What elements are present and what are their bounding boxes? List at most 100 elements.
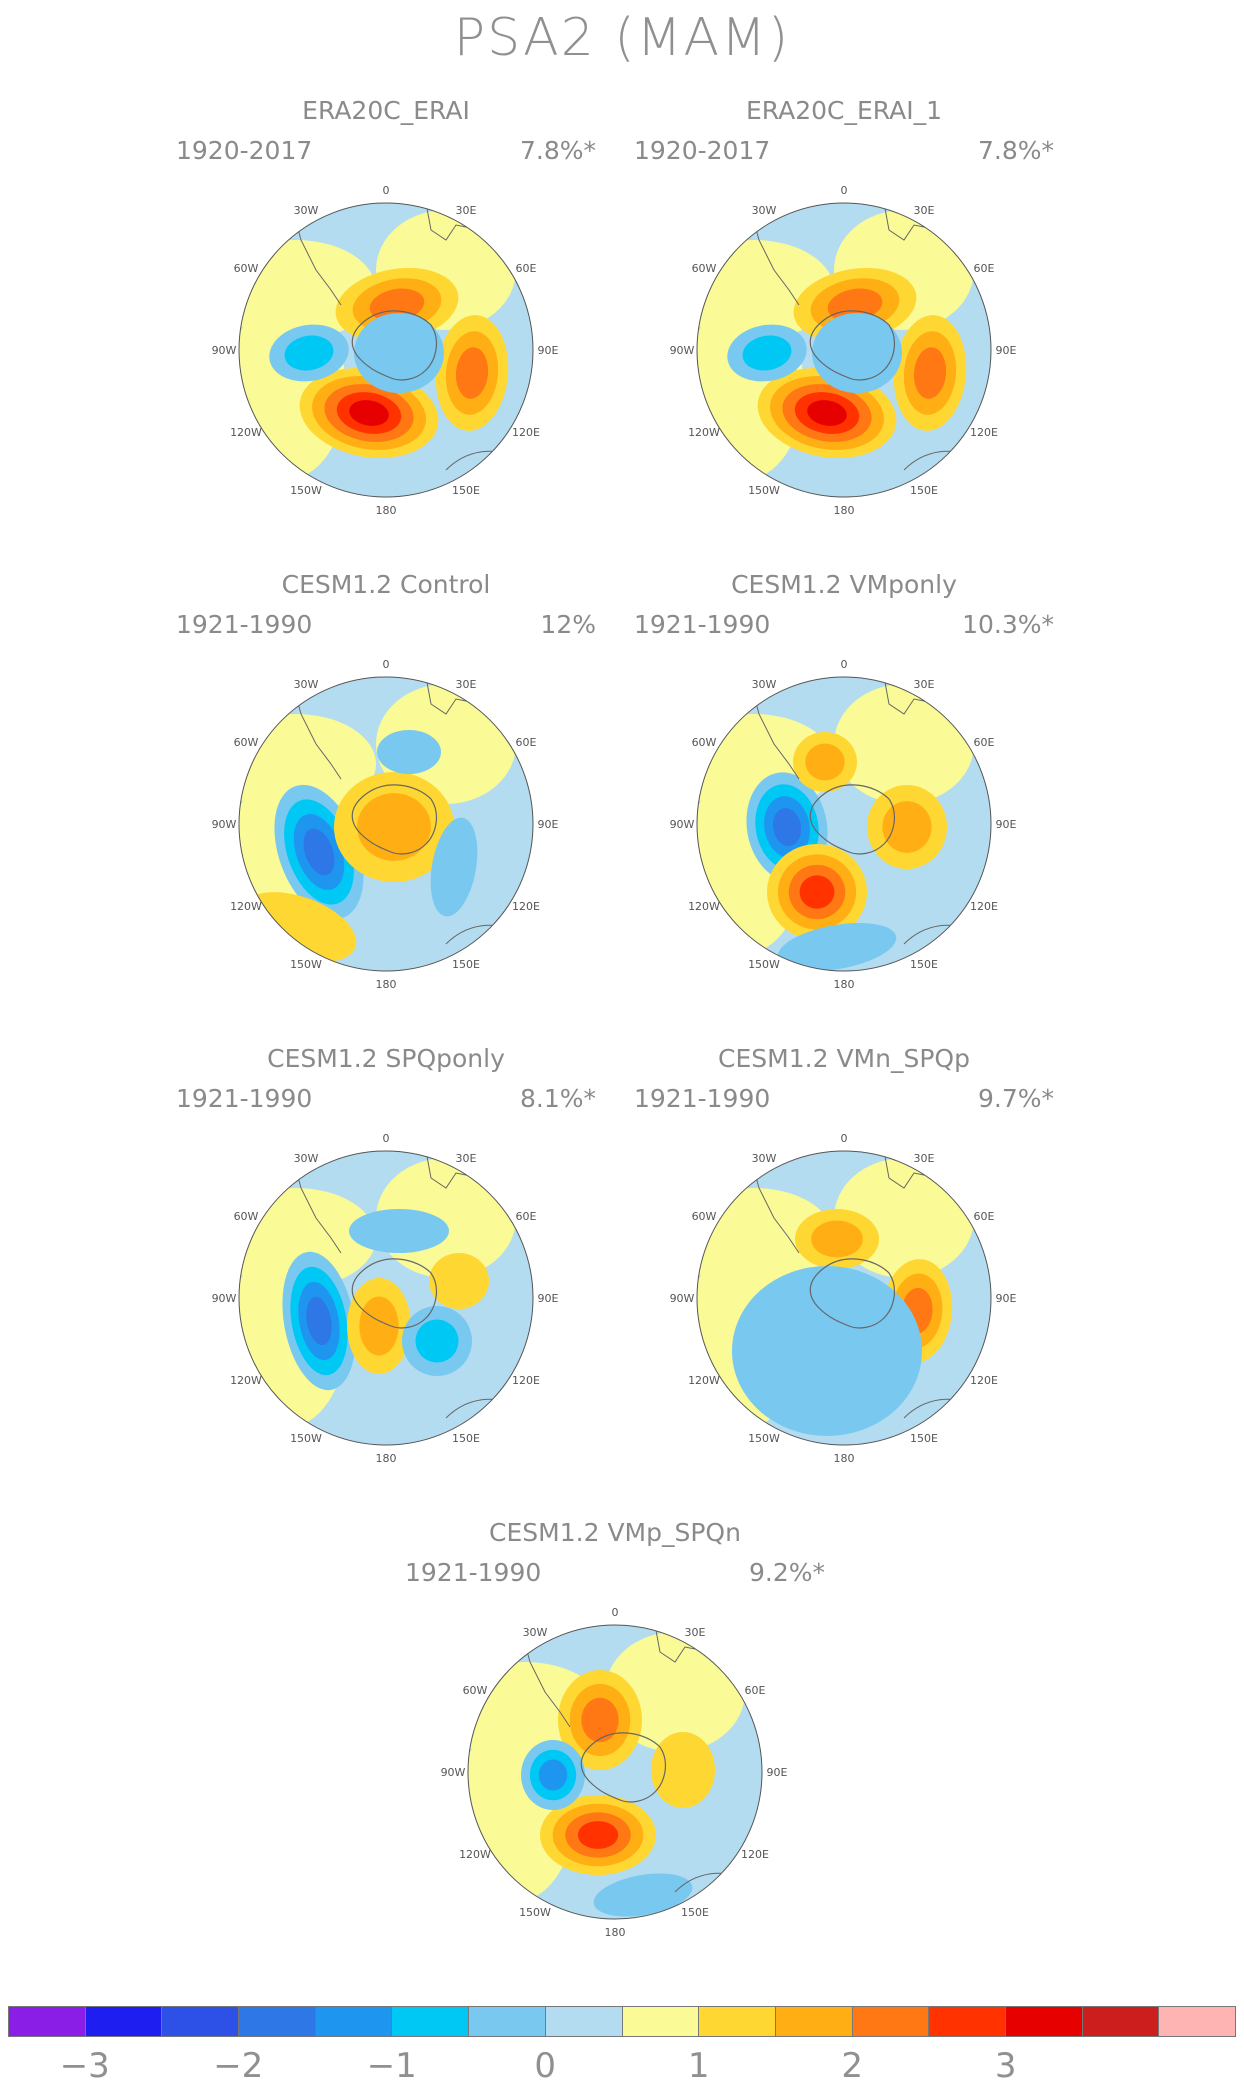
colorbar-segment (85, 2007, 163, 2036)
negative-anomaly-contour (732, 1266, 922, 1436)
antarctica-coastline (351, 784, 438, 855)
longitude-label: 180 (376, 978, 397, 991)
positive-anomaly-contour (805, 743, 845, 781)
longitude-label: 150W (748, 484, 780, 497)
longitude-label: 30W (294, 204, 319, 217)
longitude-label: 120E (512, 426, 540, 439)
positive-anomaly-contour (799, 875, 835, 909)
negative-anomaly-contour (354, 313, 444, 393)
negative-anomaly-contour (812, 313, 902, 393)
africa-coastline (883, 203, 940, 241)
colorbar-segment (622, 2007, 700, 2036)
map-panel: CESM1.2 Control 1921-1990 12% 0 30E 60E 90E 120… (176, 570, 596, 1040)
colorbar-segment (699, 2007, 776, 2036)
positive-anomaly-contour (577, 1821, 619, 1849)
polar-map: 0 30E 60E 90E 120E 150E 180 150W 120W 90W 60W 30W (212, 1132, 559, 1465)
longitude-label: 0 (612, 1606, 619, 1619)
colorbar-tick-label: −1 (366, 2046, 417, 2086)
longitude-label: 120E (970, 426, 998, 439)
longitude-label: 90E (538, 818, 559, 831)
positive-anomaly-region (834, 684, 974, 804)
colorbar-segment (392, 2007, 470, 2036)
longitude-label: 90W (670, 344, 695, 357)
longitude-label: 120E (512, 1374, 540, 1387)
positive-anomaly-contour (357, 793, 431, 861)
positive-anomaly-contour (811, 1220, 863, 1258)
longitude-label: 150E (910, 1432, 938, 1445)
panel-explained-variance: 9.2%* (748, 1558, 825, 1587)
panel-title: CESM1.2 SPQponly (267, 1044, 505, 1073)
panel-title: ERA20C_ERAI (302, 96, 470, 125)
negative-anomaly-contour (593, 1873, 693, 1917)
longitude-label: 150E (910, 484, 938, 497)
longitude-label: 120W (230, 426, 262, 439)
positive-anomaly-contour (429, 1253, 489, 1309)
longitude-label: 0 (383, 658, 390, 671)
longitude-label: 0 (383, 184, 390, 197)
longitude-label: 150E (452, 1432, 480, 1445)
negative-anomaly-contour (415, 1319, 459, 1363)
negative-anomaly-contour (377, 730, 441, 774)
positive-anomaly-contour (651, 1732, 715, 1808)
colorbar-segment (1082, 2007, 1160, 2036)
longitude-label: 90E (538, 1292, 559, 1305)
longitude-label: 90W (670, 1292, 695, 1305)
panel-title: CESM1.2 VMn_SPQp (718, 1044, 970, 1073)
panel-explained-variance: 9.7%* (977, 1084, 1054, 1113)
longitude-label: 150W (290, 958, 322, 971)
longitude-label: 30E (914, 678, 935, 691)
map-panel: ERA20C_ERAI_1 1920-2017 7.8%* 0 30E 60E 90E 120… (634, 96, 1054, 566)
longitude-label: 90E (996, 1292, 1017, 1305)
map-panel: CESM1.2 VMponly 1921-1990 10.3%* 0 30E 60E 90E… (634, 570, 1054, 1040)
colorbar-segment (929, 2007, 1006, 2036)
negative-anomaly-contour (303, 828, 335, 876)
antarctica-coastline (580, 1732, 667, 1803)
map-boundary (696, 1150, 992, 1446)
longitude-label: 150W (748, 1432, 780, 1445)
antarctica-coastline (809, 1258, 896, 1329)
panel-years: 1921-1990 (634, 610, 771, 639)
positive-anomaly-contour (359, 1296, 399, 1356)
longitude-label: 90W (212, 344, 237, 357)
africa-coastline (425, 203, 482, 241)
colorbar-tick-label: 1 (687, 2046, 710, 2086)
longitude-label: 60W (234, 262, 259, 275)
longitude-label: 150W (290, 1432, 322, 1445)
page-title: PSA2 (MAM) (453, 8, 791, 68)
longitude-label: 30W (752, 1152, 777, 1165)
longitude-label: 0 (841, 1132, 848, 1145)
colorbar-segment (315, 2007, 393, 2036)
longitude-label: 120W (688, 426, 720, 439)
africa-coastline (883, 1151, 940, 1189)
longitude-label: 90E (996, 344, 1017, 357)
longitude-label: 30W (523, 1626, 548, 1639)
polar-map: 0 30E 60E 90E 120E 150E 180 150W 120W 90W 60W 30W (212, 184, 559, 517)
colorbar-segment (162, 2007, 240, 2036)
longitude-label: 60E (516, 1210, 537, 1223)
longitude-label: 180 (834, 504, 855, 517)
map-panel: CESM1.2 VMn_SPQp 1921-1990 9.7%* 0 30E 60E 90E… (634, 1044, 1054, 1514)
longitude-label: 120W (230, 900, 262, 913)
colorbar-segment (1159, 2007, 1235, 2036)
colorbar-tick-label: 3 (994, 2046, 1017, 2086)
panel-title: CESM1.2 VMp_SPQn (489, 1518, 741, 1547)
panel-years: 1921-1990 (634, 1084, 771, 1113)
longitude-label: 90W (212, 1292, 237, 1305)
panel-title: CESM1.2 VMponly (731, 570, 957, 599)
longitude-label: 0 (841, 184, 848, 197)
longitude-label: 90W (441, 1766, 466, 1779)
positive-anomaly-contour (913, 347, 947, 399)
longitude-label: 150E (452, 958, 480, 971)
longitude-label: 0 (841, 658, 848, 671)
positive-anomaly-contour (807, 400, 847, 426)
longitude-label: 90E (538, 344, 559, 357)
longitude-label: 150E (681, 1906, 709, 1919)
colorbar-tick-label: −2 (213, 2046, 264, 2086)
longitude-label: 120W (688, 1374, 720, 1387)
africa-coastline (425, 677, 482, 715)
positive-anomaly-contour (882, 801, 932, 853)
colorbar-segment (9, 2007, 86, 2036)
panel-title: CESM1.2 Control (281, 570, 491, 599)
positive-anomaly-contour (349, 400, 389, 426)
longitude-label: 30E (456, 678, 477, 691)
